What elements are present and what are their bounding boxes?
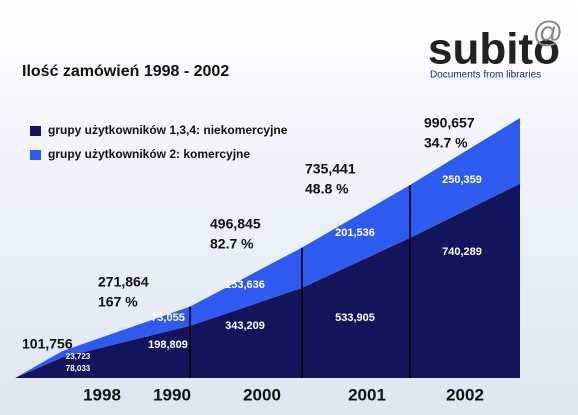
area xyxy=(15,183,520,378)
x-tick-label: 2002 xyxy=(446,385,484,404)
legend-swatch xyxy=(30,150,41,160)
value-label: 201,536 xyxy=(335,227,375,239)
value-label: 533,905 xyxy=(335,312,375,324)
x-tick-label: 2000 xyxy=(243,385,281,404)
value-label: 73,055 xyxy=(151,312,185,324)
legend-label: grupy użytkowników 1,3,4: niekomercyjne xyxy=(48,123,288,137)
growth-label: 82.7 % xyxy=(210,236,254,252)
growth-label: 34.7 % xyxy=(424,135,468,151)
total-label: 990,657 xyxy=(424,115,475,131)
total-label: 496,845 xyxy=(210,216,261,232)
logo-mark: @ xyxy=(533,16,563,49)
value-label: 23,723 xyxy=(66,352,91,361)
total-label: 271,864 xyxy=(98,274,149,290)
logo-tagline: Documents from libraries xyxy=(430,70,541,81)
value-label: 78,033 xyxy=(66,364,91,373)
chart-title: Ilość zamówień 1998 - 2002 xyxy=(22,63,229,80)
x-tick-label: 1990 xyxy=(153,385,191,404)
legend-swatch xyxy=(30,126,41,136)
area xyxy=(15,118,520,378)
growth-label: 48.8 % xyxy=(305,181,349,197)
value-label: 740,289 xyxy=(442,246,482,258)
x-tick-label: 1998 xyxy=(83,385,121,404)
total-label: 101,756 xyxy=(22,336,73,352)
legend-label: grupy użytkowników 2: komercyjne xyxy=(48,147,250,161)
value-label: 153,636 xyxy=(225,279,265,291)
value-label: 343,209 xyxy=(225,320,265,332)
value-label: 198,809 xyxy=(148,339,188,351)
logo-name: subito xyxy=(428,25,560,74)
total-label: 735,441 xyxy=(305,161,356,177)
growth-label: 167 % xyxy=(98,294,138,310)
value-label: 250,359 xyxy=(442,174,482,186)
x-tick-label: 2001 xyxy=(348,385,386,404)
